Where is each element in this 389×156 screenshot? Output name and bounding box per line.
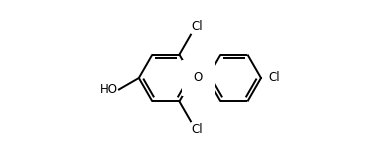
Text: Cl: Cl — [192, 20, 203, 33]
Text: Cl: Cl — [192, 123, 203, 136]
Text: Cl: Cl — [268, 71, 280, 85]
Text: O: O — [194, 71, 203, 85]
Text: HO: HO — [100, 83, 118, 96]
